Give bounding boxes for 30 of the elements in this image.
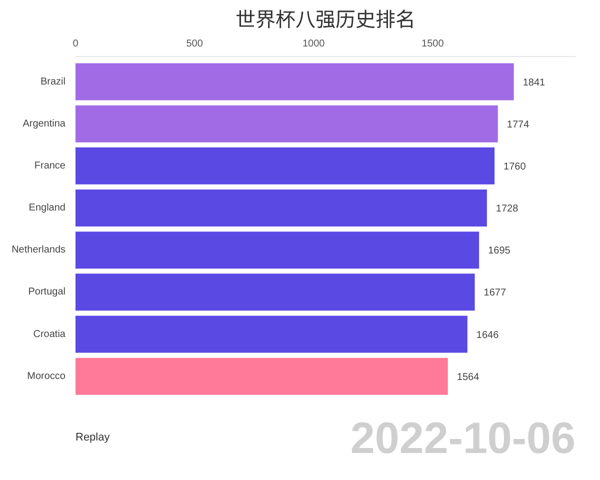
- bar: [76, 232, 480, 269]
- data-label: 1841: [522, 77, 546, 88]
- y-tick-label: England: [28, 202, 66, 214]
- bar: [76, 274, 475, 311]
- y-tick-label: Portugal: [28, 286, 66, 298]
- x-tick-label: 0: [72, 38, 79, 50]
- data-label: 1695: [488, 246, 511, 257]
- data-label: 1774: [506, 119, 530, 130]
- bar: [76, 316, 468, 353]
- x-tick-label: 1000: [302, 38, 326, 50]
- x-tick-label: 1500: [422, 38, 444, 50]
- y-tick-label: Croatia: [33, 328, 66, 340]
- bar: [76, 63, 514, 100]
- data-label: 1728: [496, 204, 519, 214]
- bar: [76, 147, 495, 184]
- data-label: 1760: [504, 161, 526, 172]
- data-label: 1564: [456, 372, 480, 383]
- y-tick-label: Argentina: [22, 118, 66, 130]
- bar: [76, 189, 487, 227]
- y-tick-label: France: [34, 160, 66, 172]
- data-label: 1646: [476, 330, 500, 341]
- y-tick-label: Brazil: [40, 76, 66, 88]
- y-tick-label: Morocco: [27, 370, 66, 382]
- text: Replay: [76, 431, 110, 444]
- y-tick-label: Netherlands: [12, 244, 66, 256]
- bar: [76, 358, 448, 395]
- x-tick-label: 500: [186, 38, 204, 50]
- bar: [76, 105, 498, 142]
- data-label: 1677: [484, 288, 506, 299]
- chart-title: 世界杯八强历史排名: [236, 8, 416, 32]
